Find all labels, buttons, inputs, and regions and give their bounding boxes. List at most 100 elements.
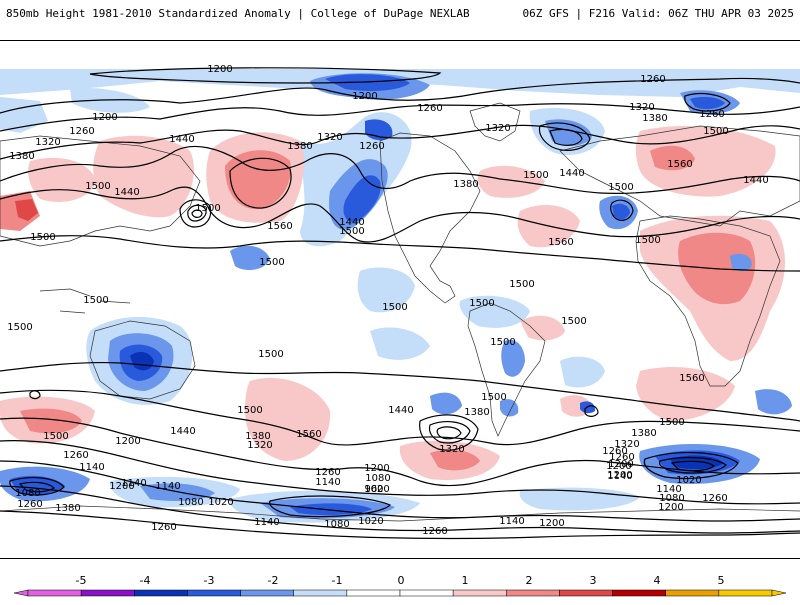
contour-line	[0, 440, 800, 505]
contour-label: 1320	[247, 440, 272, 451]
contour-line	[0, 485, 800, 534]
contour-label: 1260	[69, 126, 94, 137]
contour-label: 1500	[703, 126, 728, 137]
colorbar-segment	[187, 589, 241, 597]
contour-label: 1500	[7, 322, 32, 333]
contour-label: 1260	[417, 103, 442, 114]
coastline-north-america	[379, 132, 481, 304]
contour-label: 1500	[339, 226, 364, 237]
contour-line	[584, 405, 599, 417]
contour-label-layer: 1200 1200 1260 1200 1260 1320 1380 1440 …	[7, 64, 768, 537]
contour-label: 1080	[365, 473, 390, 484]
contour-line	[179, 199, 212, 228]
contour-label: 1200	[608, 459, 633, 470]
map-panel[interactable]: 1200 1200 1260 1200 1260 1320 1380 1440 …	[0, 40, 800, 559]
height-contours	[0, 67, 800, 540]
contour-label: 1140	[155, 481, 180, 492]
contour-label: 1500	[85, 181, 110, 192]
contour-label: 1500	[490, 337, 515, 348]
contour-label: 1500	[43, 431, 68, 442]
contour-label: 1380	[642, 113, 667, 124]
contour-label: 1140	[607, 471, 632, 482]
coastline-asia-west	[0, 135, 201, 247]
contour-label: 1260	[602, 446, 627, 457]
colorbar-tick-label: -4	[140, 574, 151, 587]
contour-label: 1380	[453, 179, 478, 190]
anomaly-negative-area	[545, 119, 592, 146]
contour-line	[436, 426, 462, 440]
contour-label: 1080	[15, 488, 40, 499]
colorbar-tick-label: -1	[332, 574, 343, 587]
colorbar-legend: -5 -4 -3 -2 -1 0 1 2 3 4 5	[0, 568, 800, 600]
contour-label: 960	[364, 484, 383, 495]
contour-label: 1140	[121, 478, 146, 489]
contour-label: 1020	[208, 497, 233, 508]
anomaly-positive-area	[245, 377, 331, 461]
coastline-antarctica	[0, 505, 800, 522]
anomaly-negative-area	[690, 96, 725, 110]
anomaly-negative-area	[430, 392, 462, 415]
contour-label: 1080	[178, 497, 203, 508]
contour-line	[643, 452, 739, 480]
colorbar-segment	[134, 589, 188, 597]
contour-label: 1500	[469, 298, 494, 309]
coastline-indonesia	[39, 288, 131, 314]
contour-label: 1260	[609, 452, 634, 463]
anomaly-negative-area	[230, 245, 270, 271]
colorbar-segment	[240, 589, 294, 597]
colorbar-tick-label: -2	[268, 574, 279, 587]
contour-label: 1380	[464, 407, 489, 418]
contour-label: 1260	[640, 74, 665, 85]
colorbar-min-arrow	[13, 589, 29, 597]
contour-label: 1140	[315, 477, 340, 488]
contour-label: 1500	[635, 235, 660, 246]
contour-label: 1260	[315, 467, 340, 478]
anomaly-positive-area	[650, 145, 695, 171]
contour-line	[0, 145, 800, 194]
colorbar-segment	[346, 589, 401, 597]
contour-line	[419, 414, 479, 451]
contour-label: 1260	[699, 109, 724, 120]
contour-line	[658, 456, 727, 474]
contour-label: 1500	[30, 232, 55, 243]
colorbar-tick-label: -3	[204, 574, 215, 587]
contour-line	[0, 417, 800, 487]
colorbar-graphic: -5 -4 -3 -2 -1 0 1 2 3 4 5	[13, 574, 787, 597]
contour-label: 1500	[523, 170, 548, 181]
contour-line	[0, 186, 800, 243]
anomaly-negative-area	[343, 175, 381, 222]
anomaly-negative-area	[730, 253, 752, 272]
contour-line	[18, 481, 55, 493]
contour-line	[89, 67, 442, 84]
anomaly-positive-area	[225, 150, 291, 210]
contour-label: 1320	[629, 102, 654, 113]
coastlines	[0, 102, 800, 522]
contour-label: 1440	[114, 187, 139, 198]
coastline-africa	[635, 215, 781, 387]
contour-line	[538, 122, 591, 151]
contour-label: 1440	[339, 217, 364, 228]
contour-label: 1200	[115, 436, 140, 447]
contour-label: 1560	[679, 373, 704, 384]
contour-line	[0, 103, 800, 132]
contour-label: 1320	[614, 439, 639, 450]
contour-line	[187, 204, 207, 222]
contour-line	[0, 235, 800, 272]
contour-label: 1500	[237, 405, 262, 416]
contour-label: 1260	[702, 493, 727, 504]
contour-label: 1380	[55, 503, 80, 514]
contour-label: 1260	[17, 499, 42, 510]
contour-label: 1020	[676, 475, 701, 486]
contour-label: 1260	[359, 141, 384, 152]
contour-label: 1440	[388, 405, 413, 416]
anomaly-negative-area	[560, 356, 605, 388]
contour-label: 1200	[92, 112, 117, 123]
contour-label: 1140	[499, 516, 524, 527]
colorbar-segment	[559, 589, 613, 597]
contour-label: 1500	[195, 203, 220, 214]
contour-label: 1380	[631, 428, 656, 439]
contour-label: 1140	[254, 517, 279, 528]
colorbar-tick-label: 5	[718, 574, 725, 587]
contour-label: 1500	[509, 279, 534, 290]
coastline-australia	[89, 320, 196, 400]
